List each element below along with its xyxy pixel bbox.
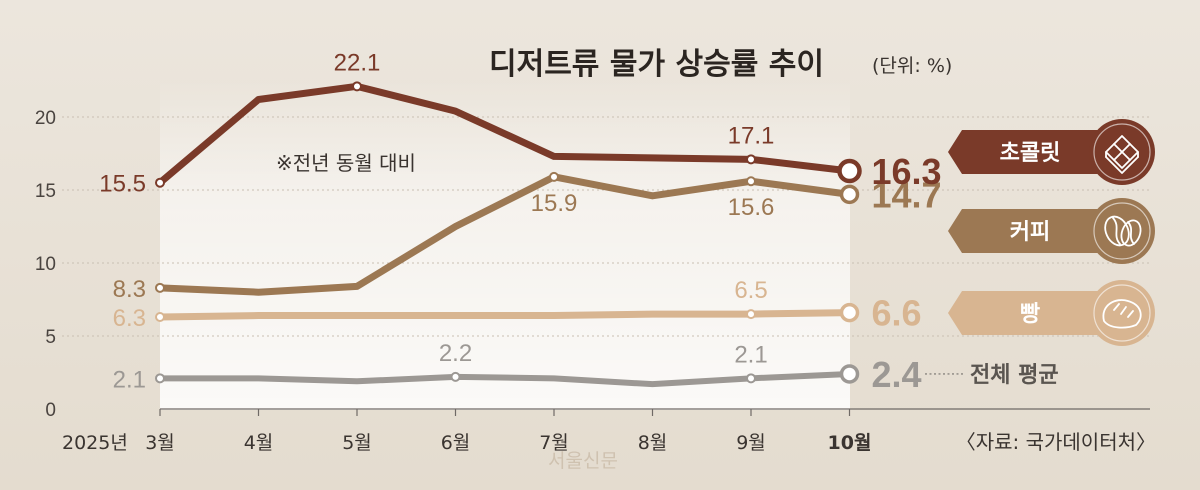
data-point-marker: [155, 282, 165, 293]
y-tick-label: 5: [45, 327, 56, 348]
x-tick-label: 5월: [342, 432, 372, 454]
chocolate-edge-line: [1105, 156, 1139, 174]
data-label: 15.9: [531, 190, 578, 217]
bean-crease: [1127, 221, 1135, 245]
data-point-marker: [746, 309, 756, 320]
end-point-marker: [839, 302, 860, 323]
legend-tag-shape: [948, 291, 1120, 335]
legend-tag: 빵: [948, 280, 1155, 346]
watermark-text: 서울신문: [548, 450, 618, 472]
series-line: [157, 370, 853, 388]
bread-score: [1120, 306, 1127, 315]
data-point-marker: [746, 154, 756, 165]
bean-outline: [1104, 215, 1130, 247]
overall-legend-label: 전체 평균: [970, 363, 1059, 388]
series-line: [156, 309, 853, 321]
x-tick-label: 3월: [145, 432, 175, 454]
series-line: [156, 173, 853, 296]
end-value-label: 16.3: [872, 151, 942, 192]
bread-outline: [1102, 299, 1142, 329]
x-tick-label: 9월: [736, 432, 766, 454]
data-point-marker: [155, 373, 165, 384]
data-label: 8.3: [113, 276, 146, 303]
legend-tag-shape: [948, 209, 1120, 253]
data-point-marker: [746, 176, 756, 187]
x-tick-label: 10월: [828, 432, 872, 454]
bread-icon: [1102, 299, 1142, 329]
legend-tag: 커피: [948, 198, 1155, 264]
series-chocolate: 15.5 22.1 17.1 16.3: [99, 49, 941, 197]
data-point-marker: [352, 81, 362, 92]
data-point-marker: [155, 312, 165, 323]
y-tick-label: 10: [35, 254, 56, 275]
series-line: [156, 82, 853, 187]
end-value-label: 6.6: [872, 293, 922, 334]
source-label: 〈자료: 국가데이터처〉: [956, 430, 1156, 454]
end-point-marker: [839, 364, 860, 384]
x-tick-label: 8월: [638, 432, 668, 454]
end-point-marker: [837, 158, 862, 184]
y-tick-label: 0: [45, 400, 56, 421]
legend-label: 초콜릿: [1000, 141, 1061, 166]
y-tick-label: 15: [35, 181, 56, 202]
x-tick-label: 7월: [539, 432, 569, 454]
data-label: 15.6: [728, 194, 775, 221]
y-axis-ticks: 0 5 10 15 20: [35, 108, 56, 421]
legend-icon-ring: [1093, 123, 1151, 181]
year-label: 2025년: [62, 432, 128, 454]
legend-label: 커피: [1010, 220, 1050, 245]
x-tick-label: 6월: [441, 432, 471, 454]
data-point-marker: [450, 371, 461, 382]
y-grid: [62, 116, 1150, 337]
end-value-label: 14.7: [872, 174, 942, 215]
comparison-note: ※전년 동월 대비: [276, 151, 416, 175]
bean-outline: [1120, 219, 1142, 247]
end-value-label: 2.4: [872, 354, 922, 395]
legend-tag-shape: [948, 130, 1120, 174]
x-tick-label: 4월: [244, 432, 274, 454]
y-tick-label: 20: [35, 108, 56, 129]
end-point-marker: [839, 184, 860, 205]
chart-title: 디저트류 물가 상승률 추이: [489, 47, 824, 82]
bread-score: [1127, 310, 1134, 318]
series-overall: 2.1 2.2 2.1 2.4: [113, 340, 922, 395]
data-label: 6.5: [734, 277, 767, 304]
data-label: 2.2: [439, 340, 472, 367]
legend-tag: 초콜릿: [948, 119, 1155, 185]
data-point-marker: [746, 373, 756, 384]
chocolate-icon: [1105, 135, 1139, 174]
bread-score: [1113, 303, 1120, 311]
data-label: 17.1: [728, 122, 775, 149]
series-layer: 2.12.2 2.1 2.46.36.56.68.315.9 15.6 14.715.5…: [99, 49, 941, 395]
legend-label: 빵: [1020, 302, 1040, 327]
series-bread: 6.3 6.5 6.6: [113, 277, 922, 334]
x-axis-ticks: 3월 4월 5월 6월 7월 8월 9월 10월: [145, 409, 871, 454]
coffee-bean-icon: [1104, 215, 1142, 247]
data-label: 6.3: [113, 305, 146, 332]
unit-label: (단위: %): [872, 55, 952, 77]
data-label: 2.1: [113, 366, 146, 393]
series-coffee: 8.3 15.9 15.6 14.7: [113, 171, 942, 303]
chocolate-score-line: [1113, 143, 1131, 161]
legend-icon-ring: [1093, 284, 1151, 342]
data-point-marker: [155, 177, 165, 188]
data-point-marker: [549, 171, 559, 182]
legend-icon-ring: [1093, 202, 1151, 260]
data-label: 2.1: [734, 341, 767, 368]
data-label: 15.5: [99, 171, 146, 198]
bean-crease: [1112, 217, 1121, 245]
data-label: 22.1: [334, 49, 381, 76]
